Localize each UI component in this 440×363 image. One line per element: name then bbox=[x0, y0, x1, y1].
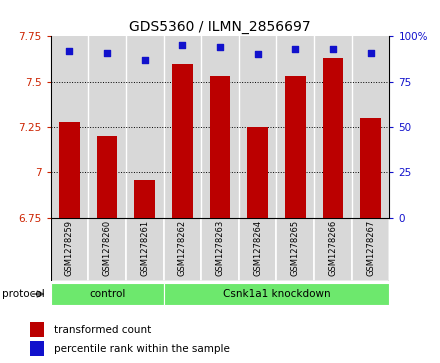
Bar bbox=[164, 282, 389, 305]
Bar bbox=[164, 218, 201, 281]
Bar bbox=[285, 76, 306, 218]
Bar bbox=[30, 322, 44, 338]
Bar bbox=[276, 218, 314, 281]
Text: GSM1278262: GSM1278262 bbox=[178, 220, 187, 276]
Point bbox=[66, 48, 73, 54]
Bar bbox=[88, 218, 126, 281]
Text: protocol: protocol bbox=[2, 289, 45, 299]
Bar bbox=[126, 218, 164, 281]
Text: GSM1278266: GSM1278266 bbox=[328, 220, 337, 276]
Bar bbox=[247, 127, 268, 218]
Bar bbox=[172, 64, 193, 218]
Point bbox=[292, 46, 299, 52]
Text: GSM1278267: GSM1278267 bbox=[366, 220, 375, 276]
Text: Csnk1a1 knockdown: Csnk1a1 knockdown bbox=[223, 289, 330, 299]
Bar bbox=[30, 341, 44, 356]
Bar bbox=[201, 218, 239, 281]
Bar bbox=[126, 36, 164, 218]
Text: GSM1278263: GSM1278263 bbox=[216, 220, 224, 276]
Bar bbox=[51, 282, 164, 305]
Bar bbox=[88, 36, 126, 218]
Point bbox=[254, 52, 261, 57]
Point bbox=[179, 42, 186, 48]
Point bbox=[141, 57, 148, 63]
Bar bbox=[239, 218, 276, 281]
Text: GSM1278261: GSM1278261 bbox=[140, 220, 149, 276]
Point bbox=[103, 50, 110, 56]
Text: GSM1278260: GSM1278260 bbox=[103, 220, 112, 276]
Bar bbox=[59, 122, 80, 218]
Bar bbox=[323, 58, 343, 218]
Bar bbox=[360, 118, 381, 218]
Text: GSM1278264: GSM1278264 bbox=[253, 220, 262, 276]
Bar bbox=[314, 36, 352, 218]
Bar bbox=[209, 76, 231, 218]
Bar bbox=[239, 36, 276, 218]
Bar bbox=[201, 36, 239, 218]
Bar bbox=[97, 136, 117, 218]
Text: control: control bbox=[89, 289, 125, 299]
Bar bbox=[134, 180, 155, 218]
Text: GSM1278265: GSM1278265 bbox=[291, 220, 300, 276]
Bar bbox=[276, 36, 314, 218]
Point bbox=[330, 46, 337, 52]
Text: transformed count: transformed count bbox=[54, 325, 151, 335]
Title: GDS5360 / ILMN_2856697: GDS5360 / ILMN_2856697 bbox=[129, 20, 311, 34]
Bar bbox=[51, 36, 88, 218]
Bar bbox=[352, 36, 389, 218]
Bar bbox=[164, 36, 201, 218]
Text: GSM1278259: GSM1278259 bbox=[65, 220, 74, 276]
Bar bbox=[51, 218, 88, 281]
Bar bbox=[314, 218, 352, 281]
Bar bbox=[352, 218, 389, 281]
Point bbox=[216, 44, 224, 50]
Point bbox=[367, 50, 374, 56]
Text: percentile rank within the sample: percentile rank within the sample bbox=[54, 344, 230, 354]
